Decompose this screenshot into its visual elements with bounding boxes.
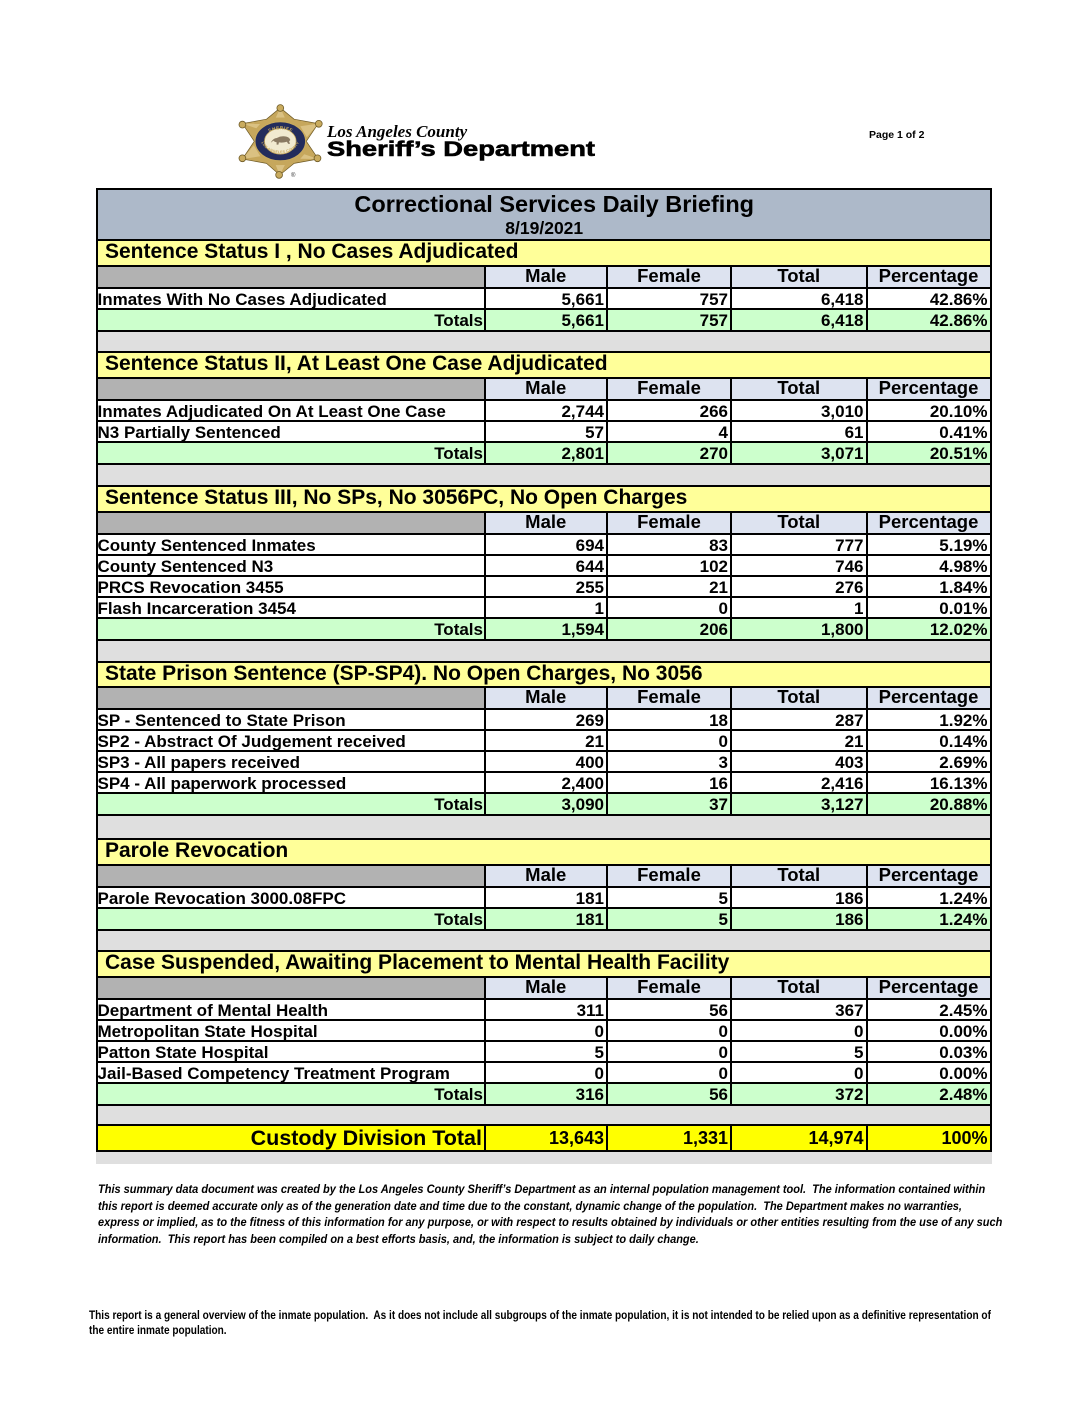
svg-text:®: ® xyxy=(291,172,296,179)
svg-text:SHERIFF: SHERIFF xyxy=(267,125,293,133)
